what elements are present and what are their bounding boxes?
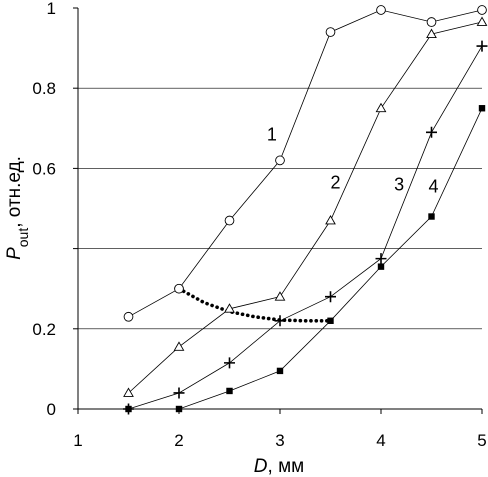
series-3-point <box>274 315 286 327</box>
series-3-point <box>375 253 387 265</box>
series-4-point <box>428 213 435 220</box>
y-axis-title: Pout, отн.ед. <box>4 156 31 260</box>
series-2-point <box>476 16 488 26</box>
curve-label-2: 2 <box>331 172 341 192</box>
y-tick-label: 0.8 <box>32 79 56 98</box>
y-axis-unit: , отн.ед. <box>4 156 25 228</box>
series-4-point <box>125 405 132 413</box>
series-1-point <box>123 311 134 322</box>
curve-labels: 1 2 3 4 <box>267 124 439 196</box>
series-4-point <box>377 263 385 270</box>
y-tick-label: 1 <box>47 0 56 18</box>
series-2-line <box>128 21 483 394</box>
series-1-point <box>376 5 386 15</box>
y-tick-label: 0 <box>47 400 56 419</box>
series-3-point <box>476 40 488 52</box>
series-1-point <box>426 17 437 27</box>
dotted-curve-layer <box>174 284 333 323</box>
series-4-point <box>276 367 284 375</box>
series-3-point <box>426 126 437 138</box>
x-axis-symbol: D <box>254 456 268 477</box>
series-4-point <box>478 105 486 112</box>
series-2-point <box>426 28 437 38</box>
x-tick-label: 4 <box>376 431 385 450</box>
x-tick-label: 5 <box>477 431 486 450</box>
series-2-point <box>375 102 387 113</box>
series-2-point <box>224 303 235 313</box>
series-4-point <box>175 405 183 413</box>
series-3-point <box>325 291 336 303</box>
x-tick-label: 2 <box>174 431 183 450</box>
tick-labels: 1 2 3 4 5 0 0.2 0.6 0.8 1 <box>32 0 486 450</box>
series-4-point <box>327 317 334 324</box>
series-3-point <box>224 357 235 369</box>
series-1 <box>123 5 487 322</box>
y-tick-label: 0.6 <box>32 159 56 178</box>
series-2-point <box>325 215 336 225</box>
series-3-point <box>173 387 185 399</box>
x-axis-unit: , мм <box>268 456 305 477</box>
series-3-line <box>128 45 483 410</box>
series-1-point <box>224 215 235 226</box>
y-tick-label: 0.2 <box>32 320 56 339</box>
series-2 <box>123 16 488 397</box>
dotted-curve <box>177 286 333 323</box>
grid-layer <box>78 87 482 330</box>
series-1-line <box>128 9 483 318</box>
y-axis-subscript: out <box>15 228 31 248</box>
series-2-point <box>274 291 286 301</box>
series-2-point <box>123 387 134 397</box>
series-4-point <box>226 387 233 395</box>
x-axis-title: D, мм <box>254 456 304 477</box>
series-4-line <box>128 108 483 410</box>
plot-frame <box>73 7 483 414</box>
curve-label-1: 1 <box>267 124 277 144</box>
curve-label-4: 4 <box>429 176 439 196</box>
series-1-point <box>325 27 336 37</box>
y-axis-symbol: P <box>4 247 25 260</box>
series-1-point <box>477 5 487 15</box>
x-tick-label: 1 <box>73 431 82 450</box>
curve-label-3: 3 <box>394 174 404 194</box>
series-4 <box>125 105 486 413</box>
series-1-point <box>174 283 184 294</box>
series-2-point <box>173 341 185 351</box>
series-1-point <box>275 155 285 166</box>
series-layer <box>123 5 488 415</box>
x-tick-label: 3 <box>275 431 284 450</box>
